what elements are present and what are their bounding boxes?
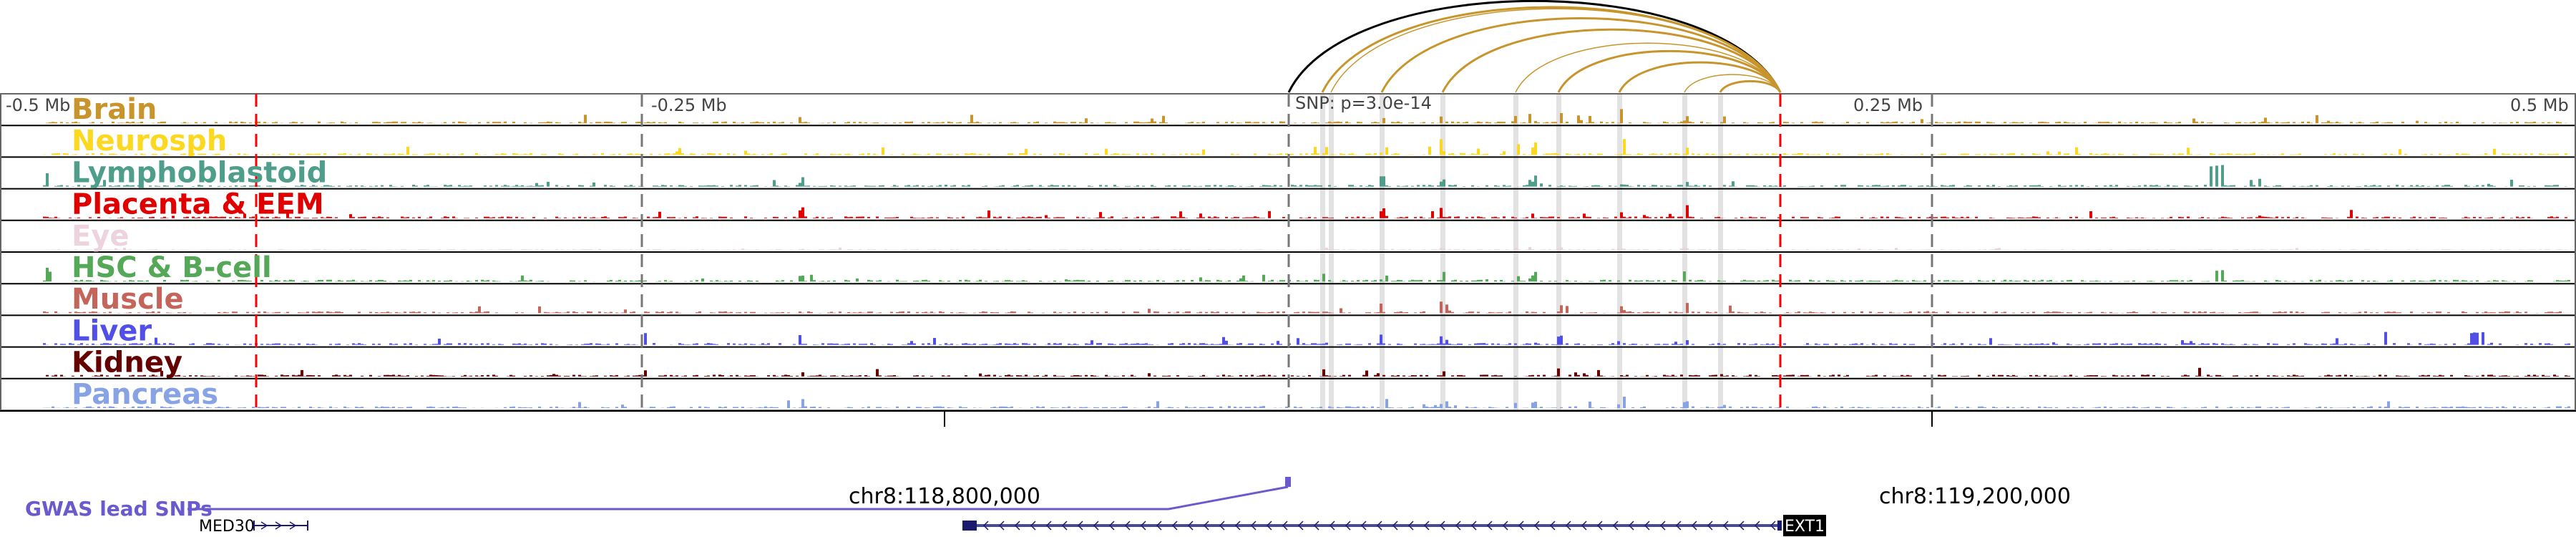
track-label: Pancreas [72,378,218,411]
signal-bars [43,165,2567,187]
gene-med30[interactable] [253,521,308,531]
signal-bars [43,301,2565,314]
track-lymphoblastoid [0,165,2576,190]
vertical-markers [255,94,1933,410]
tick-minus-0.25mb: -0.25 Mb [651,95,727,115]
coordinate-label-2: chr8:119,200,000 [1879,484,2071,509]
track-label: Eye [72,220,130,253]
track-label: Liver [72,314,152,347]
signal-bars [43,367,2570,377]
signal-bars [43,397,2570,408]
signal-bars [43,205,2567,218]
track-label: HSC & B-cell [72,251,272,284]
gene-ext1[interactable] [962,521,1782,531]
main-interaction-arc [1287,0,1782,93]
gwas-snp-marker[interactable] [1285,477,1291,487]
signal-bars [46,246,2567,250]
snp-label: SNP: p=3.0e-14 [1295,93,1432,113]
signal-bars [43,268,2570,282]
track-label: Brain [72,93,157,126]
interaction-arcs [1287,0,1782,93]
interaction-arc [1719,80,1782,93]
interaction-arc [1618,61,1782,93]
interaction-arc [1557,50,1782,93]
interaction-arc [1441,28,1782,93]
interaction-arc [1330,8,1781,93]
signal-bars [43,332,2570,345]
gwas-connector [187,485,1289,511]
gwas-track-label: GWAS lead SNPs [25,497,213,521]
track-eye [0,246,2576,253]
track-label: Lymphoblastoid [72,156,327,189]
tick-0.25mb: 0.25 Mb [1853,95,1923,115]
tick-minus-0.5mb: -0.5 Mb [6,95,70,115]
interaction-arc [1380,16,1782,93]
interaction-arc [1515,42,1781,93]
track-label: Kidney [72,347,182,379]
gene-label-med30: MED30 [199,518,255,536]
coordinate-label-1: chr8:118,800,000 [849,484,1040,509]
tick-0.5mb: 0.5 Mb [2510,95,2569,115]
track-label: Placenta & EEM [72,188,324,221]
track-label: Muscle [72,283,184,316]
gene-label-ext1: EXT1 [1785,518,1825,536]
signal-bars [43,139,2567,155]
track-label: Neurosph [72,125,227,158]
gene-label-box-ext1 [1783,515,1826,536]
